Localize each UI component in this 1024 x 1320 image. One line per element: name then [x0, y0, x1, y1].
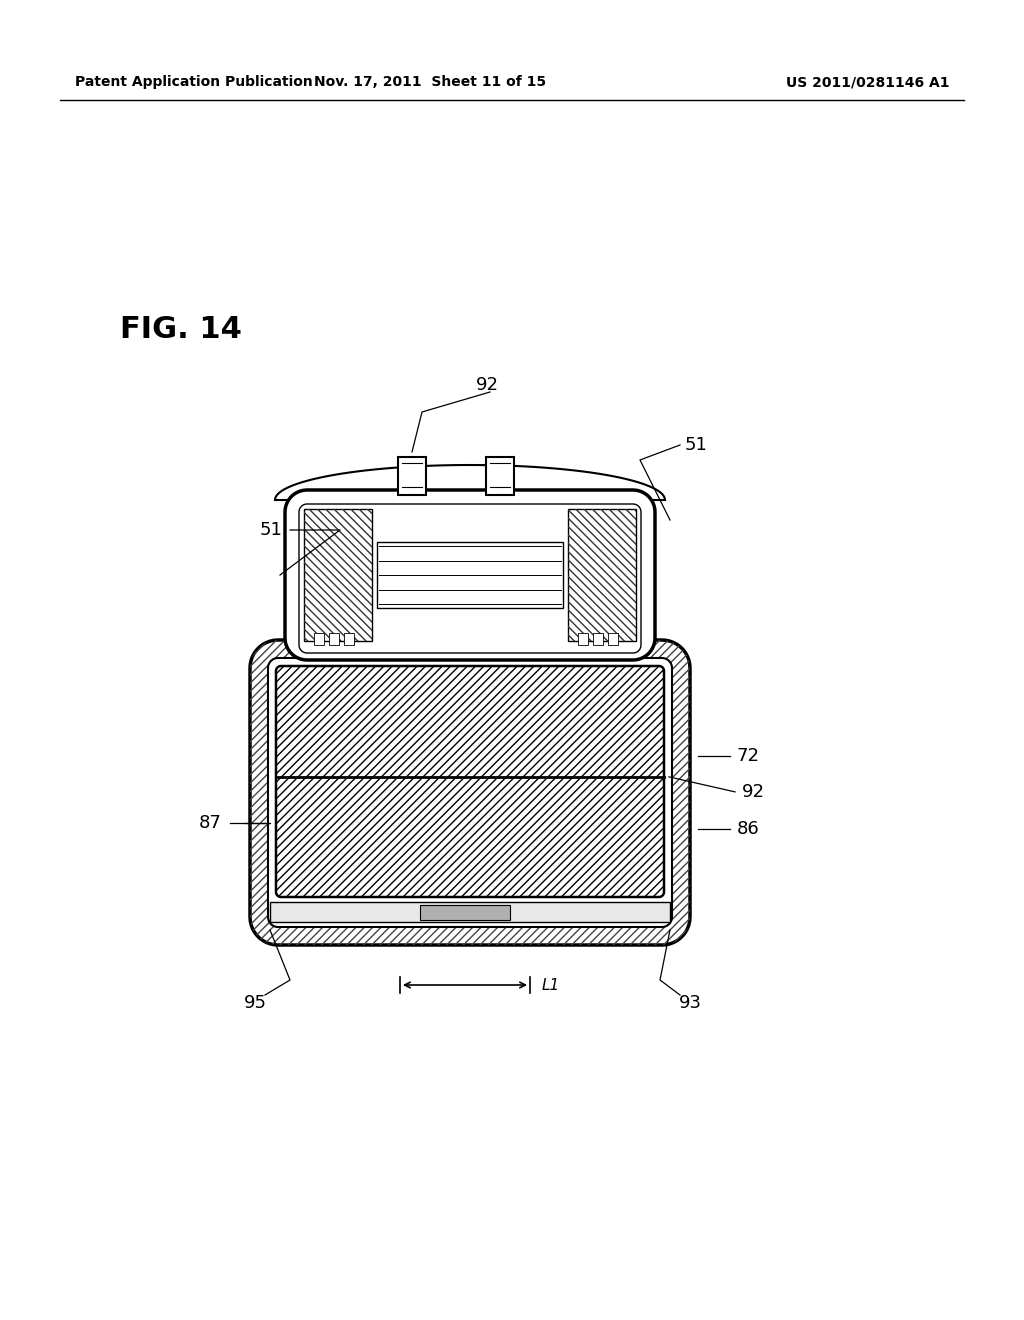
Bar [304, 510, 372, 642]
Text: Patent Application Publication: Patent Application Publication [75, 75, 312, 88]
Text: 92: 92 [475, 376, 499, 393]
Bar [486, 457, 514, 495]
Text: 92: 92 [742, 783, 765, 801]
Text: Nov. 17, 2011  Sheet 11 of 15: Nov. 17, 2011 Sheet 11 of 15 [314, 75, 546, 88]
Text: L1: L1 [542, 978, 560, 993]
Text: 87: 87 [199, 814, 222, 832]
Bar [578, 634, 588, 645]
Polygon shape [268, 657, 672, 927]
Text: 95: 95 [244, 994, 266, 1012]
Bar [270, 902, 670, 921]
Bar [608, 634, 618, 645]
Bar [344, 634, 354, 645]
Bar [420, 906, 510, 920]
Bar [377, 543, 563, 609]
Bar [568, 510, 636, 642]
Text: 72: 72 [737, 747, 760, 764]
Text: 51: 51 [259, 521, 282, 539]
Bar [314, 634, 324, 645]
Bar [304, 510, 372, 642]
Polygon shape [299, 504, 641, 653]
Polygon shape [276, 667, 664, 898]
Bar [398, 457, 426, 495]
Polygon shape [250, 640, 690, 945]
Polygon shape [285, 490, 655, 660]
Bar [329, 634, 339, 645]
Text: US 2011/0281146 A1: US 2011/0281146 A1 [786, 75, 950, 88]
Text: 93: 93 [679, 994, 701, 1012]
Text: 51: 51 [685, 436, 708, 454]
Text: FIG. 14: FIG. 14 [120, 315, 242, 345]
Bar [568, 510, 636, 642]
Bar [593, 634, 603, 645]
Text: 86: 86 [737, 820, 760, 838]
Polygon shape [275, 465, 665, 500]
